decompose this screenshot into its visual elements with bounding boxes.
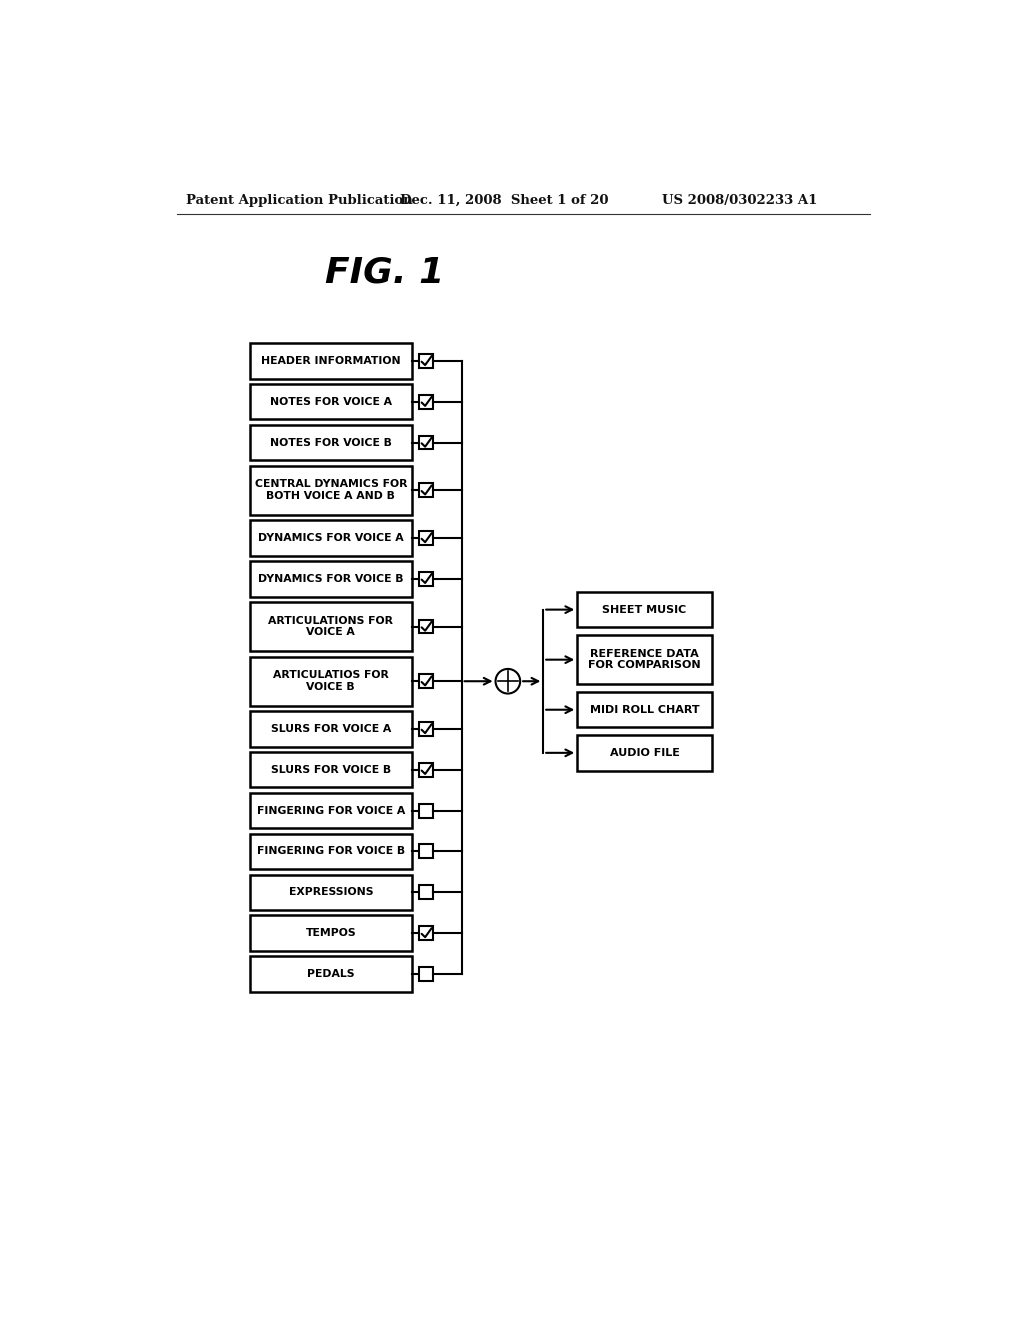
Bar xyxy=(419,722,433,737)
Text: TEMPOS: TEMPOS xyxy=(305,928,356,939)
Bar xyxy=(419,531,433,545)
Text: CENTRAL DYNAMICS FOR
BOTH VOICE A AND B: CENTRAL DYNAMICS FOR BOTH VOICE A AND B xyxy=(255,479,407,502)
Text: FINGERING FOR VOICE B: FINGERING FOR VOICE B xyxy=(257,846,404,857)
Bar xyxy=(419,886,433,899)
Bar xyxy=(250,711,412,747)
Text: MIDI ROLL CHART: MIDI ROLL CHART xyxy=(590,705,699,714)
Bar xyxy=(578,735,712,771)
Text: DYNAMICS FOR VOICE A: DYNAMICS FOR VOICE A xyxy=(258,533,403,543)
Bar xyxy=(419,572,433,586)
Bar xyxy=(419,927,433,940)
Text: US 2008/0302233 A1: US 2008/0302233 A1 xyxy=(662,194,817,207)
Bar xyxy=(419,804,433,817)
Bar xyxy=(419,436,433,449)
Bar xyxy=(250,915,412,950)
Text: FIG. 1: FIG. 1 xyxy=(325,255,444,289)
Bar xyxy=(578,692,712,727)
Bar xyxy=(250,874,412,909)
Bar xyxy=(250,561,412,597)
Bar xyxy=(250,466,412,515)
Bar xyxy=(250,834,412,869)
Text: PEDALS: PEDALS xyxy=(307,969,354,979)
Text: SLURS FOR VOICE B: SLURS FOR VOICE B xyxy=(270,764,391,775)
Text: ARTICULATIONS FOR
VOICE A: ARTICULATIONS FOR VOICE A xyxy=(268,615,393,638)
Text: DYNAMICS FOR VOICE B: DYNAMICS FOR VOICE B xyxy=(258,574,403,583)
Bar xyxy=(250,425,412,461)
Bar xyxy=(419,619,433,634)
Text: FINGERING FOR VOICE A: FINGERING FOR VOICE A xyxy=(257,805,404,816)
Bar xyxy=(419,675,433,688)
Bar xyxy=(250,752,412,788)
Bar xyxy=(250,602,412,651)
Text: AUDIO FILE: AUDIO FILE xyxy=(609,748,680,758)
Bar xyxy=(419,966,433,981)
Text: ARTICULATIOS FOR
VOICE B: ARTICULATIOS FOR VOICE B xyxy=(272,671,389,692)
Bar xyxy=(419,395,433,409)
Text: REFERENCE DATA
FOR COMPARISON: REFERENCE DATA FOR COMPARISON xyxy=(588,649,700,671)
Bar xyxy=(419,354,433,368)
Bar xyxy=(250,520,412,556)
Text: SHEET MUSIC: SHEET MUSIC xyxy=(602,605,687,615)
Bar xyxy=(419,845,433,858)
Text: NOTES FOR VOICE B: NOTES FOR VOICE B xyxy=(269,437,392,447)
Bar xyxy=(578,635,712,684)
Bar xyxy=(578,591,712,627)
Text: Patent Application Publication: Patent Application Publication xyxy=(186,194,413,207)
Bar xyxy=(250,343,412,379)
Text: Dec. 11, 2008  Sheet 1 of 20: Dec. 11, 2008 Sheet 1 of 20 xyxy=(400,194,608,207)
Text: EXPRESSIONS: EXPRESSIONS xyxy=(289,887,373,898)
Text: HEADER INFORMATION: HEADER INFORMATION xyxy=(261,356,400,366)
Text: NOTES FOR VOICE A: NOTES FOR VOICE A xyxy=(269,397,392,407)
Bar xyxy=(419,483,433,498)
Bar xyxy=(250,793,412,829)
Bar xyxy=(250,656,412,706)
Text: SLURS FOR VOICE A: SLURS FOR VOICE A xyxy=(270,723,391,734)
Bar xyxy=(419,763,433,776)
Bar xyxy=(250,956,412,991)
Bar xyxy=(250,384,412,420)
